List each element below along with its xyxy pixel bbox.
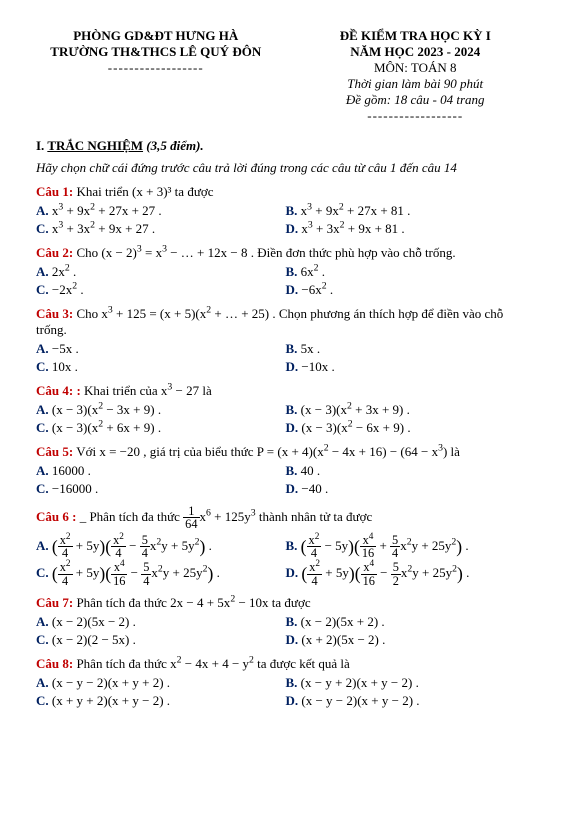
- q1-text: Khai triển (x + 3)³ ta được: [73, 184, 213, 199]
- q5-label: Câu 5:: [36, 444, 73, 459]
- question-7: Câu 7: Phân tích đa thức 2x − 4 + 5x2 − …: [36, 595, 535, 611]
- q5-b: B. 40 .: [286, 462, 536, 480]
- q1-a: A. x3 + 9x2 + 27x + 27 .: [36, 202, 286, 220]
- org-line-1: PHÒNG GD&ĐT HƯNG HÀ: [36, 28, 276, 44]
- subject: MÔN: TOÁN 8: [295, 60, 535, 76]
- q7-d: D. (x + 2)(5x − 2) .: [286, 631, 536, 649]
- school-year: NĂM HỌC 2023 - 2024: [295, 44, 535, 60]
- question-1: Câu 1: Khai triển (x + 3)³ ta được: [36, 184, 535, 200]
- left-divider: ------------------: [36, 60, 276, 76]
- q7-label: Câu 7:: [36, 595, 73, 610]
- q2-c: C. −2x2 .: [36, 281, 286, 299]
- q1-options: A. x3 + 9x2 + 27x + 27 . B. x3 + 9x2 + 2…: [36, 202, 535, 238]
- q4-d: D. (x − 3)(x2 − 6x + 9) .: [286, 419, 536, 437]
- page-count: Đề gồm: 18 câu - 04 trang: [295, 92, 535, 108]
- header-right: ĐỀ KIỂM TRA HỌC KỲ I NĂM HỌC 2023 - 2024…: [295, 28, 535, 124]
- section-prefix: I.: [36, 138, 47, 153]
- q7-b: B. (x − 2)(5x + 2) .: [286, 613, 536, 631]
- q5-options: A. 16000 . B. 40 . C. −16000 . D. −40 .: [36, 462, 535, 498]
- question-5: Câu 5: Với x = −20 , giá trị của biểu th…: [36, 444, 535, 460]
- instruction: Hãy chọn chữ cái đứng trước câu trả lời …: [36, 160, 535, 176]
- document-header: PHÒNG GD&ĐT HƯNG HÀ TRƯỜNG TH&THCS LÊ QU…: [36, 28, 535, 124]
- q3-label: Câu 3:: [36, 306, 73, 321]
- q6-a: A. (x24 + 5y)(x24 − 54x2y + 5y2) .: [36, 533, 286, 561]
- q3-c: C. 10x .: [36, 358, 286, 376]
- duration: Thời gian làm bài 90 phút: [295, 76, 535, 92]
- q1-label: Câu 1:: [36, 184, 73, 199]
- q2-b: B. 6x2 .: [286, 263, 536, 281]
- q7-c: C. (x − 2)(2 − 5x) .: [36, 631, 286, 649]
- q8-b: B. (x − y + 2)(x + y − 2) .: [286, 674, 536, 692]
- q5-d: D. −40 .: [286, 480, 536, 498]
- q8-c: C. (x + y + 2)(x + y − 2) .: [36, 692, 286, 710]
- q3-b: B. 5x .: [286, 340, 536, 358]
- q5-c: C. −16000 .: [36, 480, 286, 498]
- q6-pre: _ Phân tích đa thức: [76, 509, 183, 524]
- section-1-title: I. TRẮC NGHIỆM (3,5 điểm).: [36, 138, 535, 154]
- q2-options: A. 2x2 . B. 6x2 . C. −2x2 . D. −6x2 .: [36, 263, 535, 299]
- q7-a: A. (x − 2)(5x − 2) .: [36, 613, 286, 631]
- section-name: TRẮC NGHIỆM: [47, 138, 143, 153]
- q6-b: B. (x24 − 5y)(x416 + 54x2y + 25y2) .: [286, 533, 536, 561]
- q6-c: C. (x24 + 5y)(x416 − 54x2y + 25y2) .: [36, 560, 286, 588]
- q8-options: A. (x − y − 2)(x + y + 2) . B. (x − y + …: [36, 674, 535, 710]
- q4-b: B. (x − 3)(x2 + 3x + 9) .: [286, 401, 536, 419]
- q8-label: Câu 8:: [36, 656, 73, 671]
- q2-label: Câu 2:: [36, 245, 73, 260]
- q1-d: D. x3 + 3x2 + 9x + 81 .: [286, 220, 536, 238]
- q4-label: Câu 4: :: [36, 383, 81, 398]
- q3-a: A. −5x .: [36, 340, 286, 358]
- q4-a: A. (x − 3)(x2 − 3x + 9) .: [36, 401, 286, 419]
- q6-label: Câu 6 :: [36, 509, 76, 524]
- q4-c: C. (x − 3)(x2 + 6x + 9) .: [36, 419, 286, 437]
- q1-b: B. x3 + 9x2 + 27x + 81 .: [286, 202, 536, 220]
- q8-d: D. (x − y − 2)(x + y − 2) .: [286, 692, 536, 710]
- q4-options: A. (x − 3)(x2 − 3x + 9) . B. (x − 3)(x2 …: [36, 401, 535, 437]
- question-4: Câu 4: : Khai triển của x3 − 27 là: [36, 383, 535, 399]
- q3-options: A. −5x . B. 5x . C. 10x . D. −10x .: [36, 340, 535, 376]
- q2-d: D. −6x2 .: [286, 281, 536, 299]
- q6-d: D. (x24 + 5y)(x416 − 52x2y + 25y2) .: [286, 560, 536, 588]
- question-8: Câu 8: Phân tích đa thức x2 − 4x + 4 − y…: [36, 656, 535, 672]
- q3-d: D. −10x .: [286, 358, 536, 376]
- question-3: Câu 3: Cho x3 + 125 = (x + 5)(x2 + … + 2…: [36, 306, 535, 338]
- q6-options: A. (x24 + 5y)(x24 − 54x2y + 5y2) . B. (x…: [36, 533, 535, 588]
- header-left: PHÒNG GD&ĐT HƯNG HÀ TRƯỜNG TH&THCS LÊ QU…: [36, 28, 276, 124]
- org-line-2: TRƯỜNG TH&THCS LÊ QUÝ ĐÔN: [36, 44, 276, 60]
- q5-a: A. 16000 .: [36, 462, 286, 480]
- exam-title: ĐỀ KIỂM TRA HỌC KỲ I: [295, 28, 535, 44]
- section-points: (3,5 điểm).: [143, 138, 204, 153]
- q1-c: C. x3 + 3x2 + 9x + 27 .: [36, 220, 286, 238]
- q2-a: A. 2x2 .: [36, 263, 286, 281]
- q8-a: A. (x − y − 2)(x + y + 2) .: [36, 674, 286, 692]
- question-6: Câu 6 : _ Phân tích đa thức 164x6 + 125y…: [36, 505, 535, 531]
- right-divider: ------------------: [295, 108, 535, 124]
- question-2: Câu 2: Cho (x − 2)3 = x3 − … + 12x − 8 .…: [36, 245, 535, 261]
- q7-options: A. (x − 2)(5x − 2) . B. (x − 2)(5x + 2) …: [36, 613, 535, 649]
